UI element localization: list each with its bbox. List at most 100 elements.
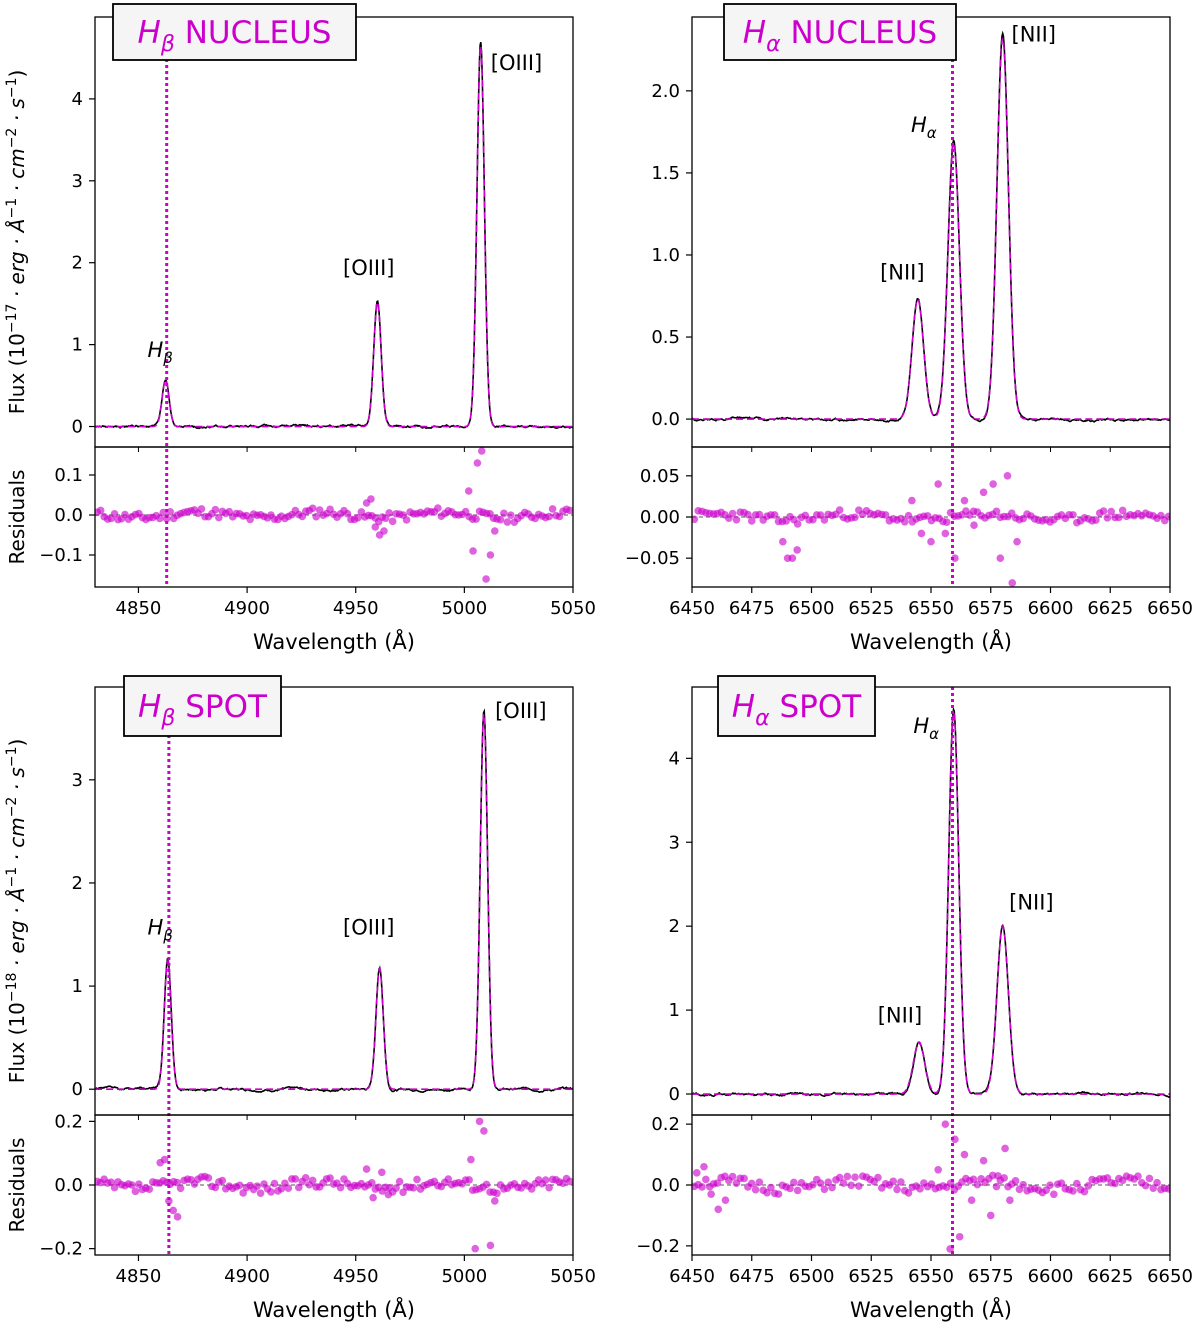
residual-point: [1141, 1181, 1150, 1190]
residual-point: [211, 1183, 220, 1192]
residual-point: [700, 1162, 708, 1171]
y-tick-label: 1.0: [651, 245, 680, 266]
residual-point: [1145, 1174, 1154, 1183]
residual-point: [477, 447, 486, 455]
residual-point: [1006, 1196, 1014, 1205]
residual-point: [500, 509, 508, 518]
residual-y-tick-label: 0.05: [640, 466, 680, 487]
residual-point: [402, 516, 411, 524]
fit-model-line: [95, 712, 573, 1091]
emission-line-label: [NII]: [880, 261, 924, 285]
residual-point: [369, 1193, 377, 1202]
residual-point: [744, 510, 752, 519]
residual-point: [763, 1188, 771, 1197]
residual-point: [1050, 1190, 1058, 1199]
residual-point: [934, 480, 942, 488]
x-tick-label: 6500: [789, 1266, 835, 1287]
residual-point: [1164, 1185, 1170, 1193]
residual-point: [96, 506, 105, 515]
residual-point: [444, 1175, 453, 1183]
flux-axes-frame: [691, 686, 1171, 1116]
residual-point: [1072, 1179, 1081, 1188]
x-tick-label: 6475: [729, 1266, 775, 1287]
x-tick-label: 6625: [1087, 598, 1133, 619]
residual-point: [916, 1185, 924, 1193]
residual-point: [545, 1183, 553, 1192]
residual-axes-frame: [94, 446, 574, 588]
residual-point: [843, 1172, 852, 1181]
residual-point: [994, 1172, 1002, 1180]
flux-axis-label: Flux (10−17 · erg · Å−1 · cm−2 · s−1): [4, 70, 29, 415]
residual-point: [384, 1190, 393, 1199]
residual-point: [464, 487, 473, 495]
residual-point: [486, 551, 495, 559]
x-tick-label: 6575: [968, 1266, 1014, 1287]
residual-point: [779, 537, 787, 546]
x-axis-label: Wavelength (Å): [253, 1296, 415, 1322]
residual-point: [480, 1127, 488, 1135]
x-tick-label: 6450: [669, 1266, 715, 1287]
residual-point: [467, 1155, 475, 1164]
residual-point: [486, 1241, 495, 1250]
panel-hb-nucleus: 4850 4900 4950 5000 5050 0 1 2 3 4 −0.1 0.0 0.1 Wavel…: [4, 3, 596, 654]
residual-point: [900, 517, 909, 526]
observed-spectrum-line: [692, 706, 1170, 1098]
residual-point: [367, 495, 375, 503]
y-tick-label: 2.0: [651, 81, 680, 102]
residual-point: [496, 515, 505, 524]
residual-point: [169, 1206, 178, 1215]
x-tick-label: 6625: [1087, 1266, 1133, 1287]
residual-point: [698, 1183, 706, 1191]
residual-point: [728, 1172, 737, 1181]
emission-line-label: [NII]: [878, 1004, 922, 1028]
x-axis-label: Wavelength (Å): [850, 628, 1012, 654]
residual-point: [747, 517, 756, 525]
residual-point: [847, 1181, 855, 1190]
y-tick-label: 2: [669, 916, 680, 937]
residual-point: [162, 514, 171, 523]
residual-point: [970, 521, 978, 530]
x-tick-label: 4900: [224, 598, 270, 619]
residual-point: [368, 1179, 376, 1187]
residual-point: [855, 1182, 863, 1190]
residual-point: [751, 1185, 760, 1194]
residual-point: [235, 1181, 244, 1190]
y-tick-label: 0: [72, 1079, 83, 1100]
residual-point: [1000, 1174, 1008, 1182]
emission-line-label: Hβ: [147, 916, 173, 945]
x-axis-label: Wavelength (Å): [253, 628, 415, 654]
residual-point: [267, 1188, 275, 1196]
residual-point: [354, 513, 362, 522]
x-tick-label: 6550: [908, 598, 954, 619]
x-tick-label: 5000: [441, 1266, 487, 1287]
panel-hb-spot: 4850 4900 4950 5000 5050 0 1 2 3 −0.2 0.0 0.2 Wavele…: [4, 675, 596, 1322]
residual-point: [482, 1180, 491, 1189]
observed-spectrum-line: [692, 30, 1170, 423]
y-tick-label: 0.5: [651, 327, 680, 348]
y-tick-label: 4: [669, 748, 680, 769]
residual-point: [824, 1178, 833, 1187]
residual-point: [145, 1185, 154, 1193]
residual-point: [793, 520, 802, 528]
residual-point: [960, 1150, 969, 1159]
y-tick-label: 1: [669, 1000, 680, 1021]
panel-title-box: Hβ SPOT: [123, 675, 282, 737]
x-tick-label: 6575: [968, 598, 1014, 619]
panel-title: Hα SPOT: [732, 689, 862, 731]
residual-point: [253, 1182, 261, 1190]
x-tick-label: 4950: [333, 1266, 379, 1287]
residual-y-tick-label: 0.0: [651, 1175, 680, 1196]
residual-point: [874, 1173, 882, 1182]
residual-point: [989, 480, 997, 488]
residual-y-tick-label: 0.2: [54, 1111, 83, 1132]
residual-point: [714, 1205, 723, 1214]
x-tick-label: 5050: [550, 598, 596, 619]
x-tick-label: 6450: [669, 598, 715, 619]
residual-point: [107, 1178, 115, 1186]
residual-point: [301, 1174, 310, 1182]
residual-point: [979, 1156, 988, 1165]
emission-line-label: [NII]: [1012, 23, 1056, 47]
residual-point: [707, 1190, 715, 1198]
residual-point: [490, 1197, 499, 1205]
residual-point: [246, 515, 254, 524]
